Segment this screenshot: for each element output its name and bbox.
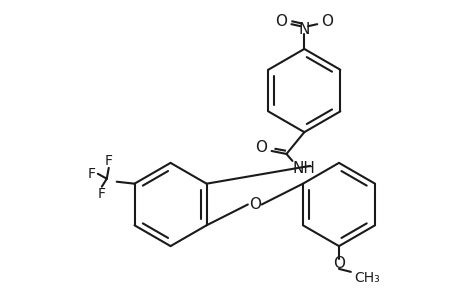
Text: F: F <box>98 187 106 201</box>
Text: N: N <box>298 22 309 37</box>
Text: F: F <box>88 167 96 181</box>
Text: NH: NH <box>292 161 315 176</box>
Text: O: O <box>254 140 266 154</box>
Text: O: O <box>320 14 332 29</box>
Text: CH₃: CH₃ <box>353 271 379 285</box>
Text: O: O <box>248 197 260 212</box>
Text: F: F <box>105 154 112 168</box>
Text: O: O <box>275 14 287 29</box>
Text: O: O <box>332 256 344 272</box>
